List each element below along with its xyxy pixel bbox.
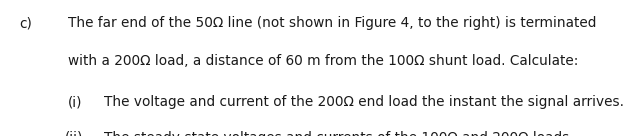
Text: The far end of the 50Ω line (not shown in Figure 4, to the right) is terminated: The far end of the 50Ω line (not shown i…	[68, 16, 597, 30]
Text: The steady-state voltages and currents of the 100Ω and 200Ω loads.: The steady-state voltages and currents o…	[104, 131, 574, 136]
Text: The voltage and current of the 200Ω end load the instant the signal arrives.: The voltage and current of the 200Ω end …	[104, 95, 624, 109]
Text: (i): (i)	[68, 95, 83, 109]
Text: with a 200Ω load, a distance of 60 m from the 100Ω shunt load. Calculate:: with a 200Ω load, a distance of 60 m fro…	[68, 54, 579, 68]
Text: (ii): (ii)	[65, 131, 83, 136]
Text: c): c)	[19, 16, 32, 30]
